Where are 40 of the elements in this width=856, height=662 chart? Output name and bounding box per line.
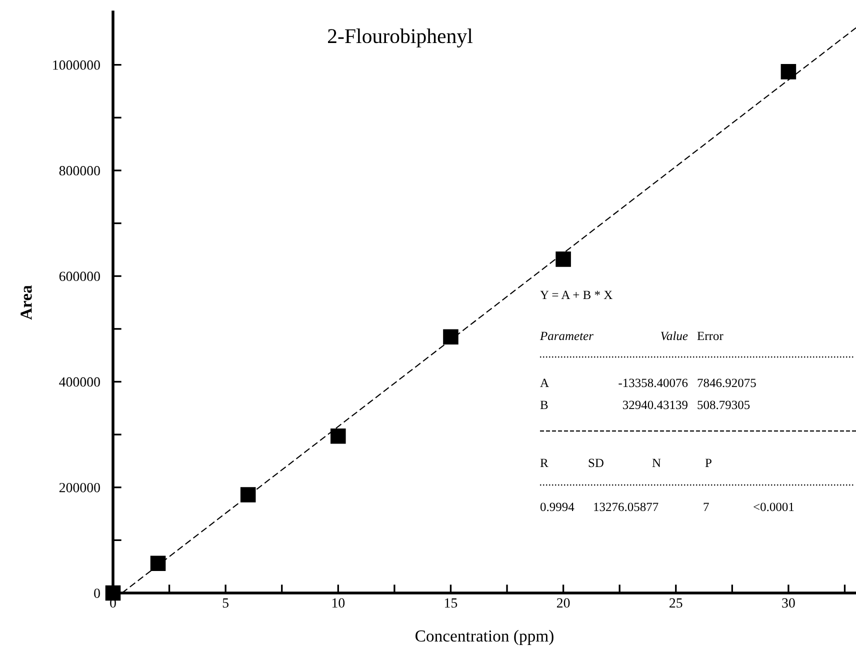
- y-tick-label: 600000: [59, 272, 100, 282]
- x-tick-label: 20: [556, 598, 570, 608]
- y-tick-label: 1000000: [53, 60, 100, 70]
- annotation: P: [705, 458, 712, 468]
- annotation: B: [540, 400, 548, 410]
- x-tick-label: 5: [222, 598, 229, 608]
- point: [443, 329, 458, 344]
- point: [780, 64, 796, 80]
- text: 2-Flourobiphenyl: [328, 28, 472, 48]
- annotation: <0.0001: [754, 502, 794, 512]
- annotation: Error: [697, 332, 724, 340]
- point: [330, 428, 346, 444]
- x-tick-label: 30: [782, 598, 795, 608]
- y-axis-title: Area: [20, 285, 32, 320]
- y-tick-label: 0: [94, 588, 100, 598]
- x-axis-title: Concentration (ppm): [416, 630, 554, 646]
- point: [105, 585, 121, 601]
- annotation: R: [540, 458, 548, 468]
- annotation: 0.9994: [540, 502, 574, 512]
- x-tick-label: 10: [332, 598, 345, 608]
- x-tick-label: 25: [670, 598, 682, 608]
- y-tick-label: 800000: [59, 166, 100, 176]
- annotation: Parameter: [540, 332, 594, 340]
- annotation: 32940.43139: [622, 400, 688, 410]
- annotation: 7: [704, 502, 709, 512]
- annotation: A: [540, 378, 549, 388]
- point: [150, 556, 166, 572]
- annotation: Y = A + B * X: [540, 290, 612, 300]
- y-tick-label: 400000: [59, 377, 100, 387]
- annotation: -13358.40076: [618, 378, 688, 388]
- point: [240, 487, 256, 502]
- annotation: 508.79305: [698, 400, 750, 410]
- annotation: N: [652, 458, 661, 468]
- point: [556, 252, 571, 267]
- annotation: SD: [588, 458, 604, 468]
- annotation: Value: [660, 331, 688, 340]
- x-tick-label: 15: [445, 598, 458, 608]
- annotation: 7846.92075: [698, 378, 756, 388]
- y-tick-label: 200000: [59, 482, 100, 492]
- annotation: 13276.05877: [594, 502, 658, 512]
